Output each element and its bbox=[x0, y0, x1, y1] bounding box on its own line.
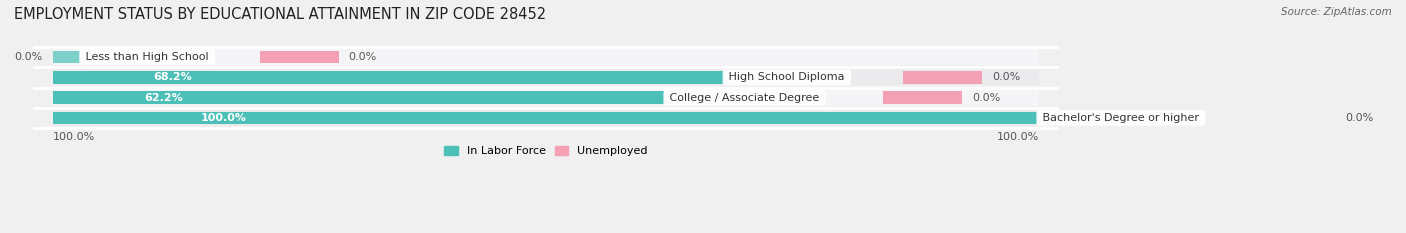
Bar bbox=[52, 110, 1039, 126]
Bar bbox=[52, 51, 82, 63]
Text: EMPLOYMENT STATUS BY EDUCATIONAL ATTAINMENT IN ZIP CODE 28452: EMPLOYMENT STATUS BY EDUCATIONAL ATTAINM… bbox=[14, 7, 546, 22]
Bar bbox=[260, 51, 339, 63]
Text: 68.2%: 68.2% bbox=[153, 72, 193, 82]
Text: 0.0%: 0.0% bbox=[349, 52, 377, 62]
Bar bbox=[52, 91, 666, 104]
Text: College / Associate Degree: College / Associate Degree bbox=[666, 93, 823, 103]
Text: Source: ZipAtlas.com: Source: ZipAtlas.com bbox=[1281, 7, 1392, 17]
Text: 62.2%: 62.2% bbox=[145, 93, 183, 103]
Text: 100.0%: 100.0% bbox=[201, 113, 246, 123]
Text: Less than High School: Less than High School bbox=[82, 52, 212, 62]
Bar bbox=[52, 49, 1039, 65]
Text: Bachelor's Degree or higher: Bachelor's Degree or higher bbox=[1039, 113, 1202, 123]
Bar bbox=[883, 91, 962, 104]
Text: 100.0%: 100.0% bbox=[997, 132, 1039, 142]
Text: High School Diploma: High School Diploma bbox=[725, 72, 848, 82]
Text: 0.0%: 0.0% bbox=[1346, 113, 1374, 123]
Text: 0.0%: 0.0% bbox=[14, 52, 42, 62]
Text: 0.0%: 0.0% bbox=[972, 93, 1000, 103]
Bar bbox=[52, 71, 725, 84]
Bar bbox=[52, 89, 1039, 106]
Bar bbox=[52, 69, 1039, 86]
Text: 100.0%: 100.0% bbox=[52, 132, 94, 142]
Bar bbox=[903, 71, 981, 84]
Text: 0.0%: 0.0% bbox=[991, 72, 1021, 82]
Bar bbox=[52, 112, 1039, 124]
Bar bbox=[1256, 112, 1336, 124]
Legend: In Labor Force, Unemployed: In Labor Force, Unemployed bbox=[440, 141, 652, 160]
